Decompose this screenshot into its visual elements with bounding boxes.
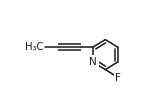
Text: H₃C: H₃C [25,42,43,52]
Text: F: F [115,73,121,83]
Text: N: N [89,57,97,67]
